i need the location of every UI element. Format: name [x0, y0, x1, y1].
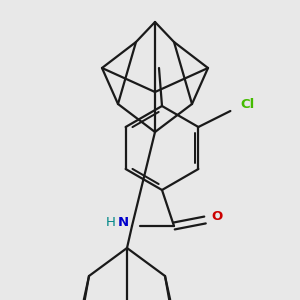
- Text: N: N: [118, 217, 129, 230]
- Text: O: O: [211, 209, 222, 223]
- Text: Cl: Cl: [240, 98, 255, 112]
- Text: H: H: [106, 217, 116, 230]
